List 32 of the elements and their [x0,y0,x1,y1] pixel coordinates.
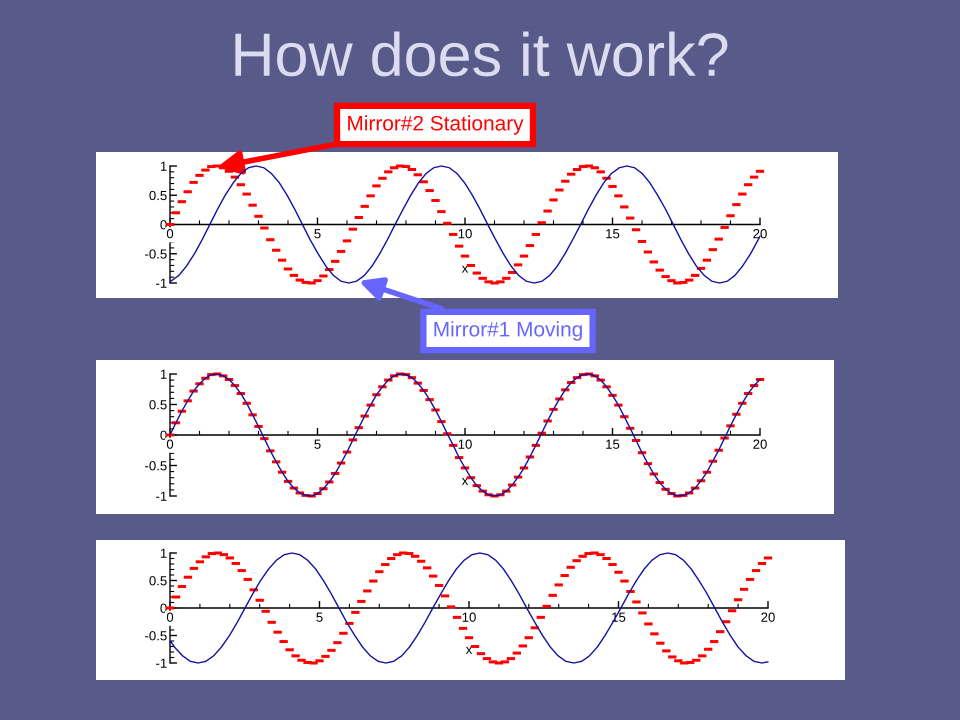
y-tick-label: 0.5 [149,400,167,410]
y-tick-label: 0.5 [149,576,167,586]
chart-title: How does it work? [235,32,728,76]
x-tick-label: 20 [753,229,767,238]
y-tick-label: 1 [160,548,167,558]
y-tick-label: -1 [156,492,167,501]
y-tick-label: -0.5 [145,249,167,259]
x-tick-label: 5 [314,440,321,449]
y-tick-label: 1 [160,370,167,379]
annotation: Mirror#1 Moving [434,321,582,341]
annotation: Mirror#2 Stationary [348,115,524,135]
x-tick-label: 10 [458,440,472,449]
y-tick-label: -0.5 [145,631,167,640]
y-tick-label: -0.5 [145,461,167,470]
x-tick-label: 20 [761,612,775,622]
x-axis-title: x [466,646,472,654]
y-tick-label: -1 [156,278,167,288]
x-tick-label: 15 [606,229,620,238]
x-tick-label: 5 [314,229,321,238]
x-axis-title: x [462,478,468,485]
y-tick-label: -1 [156,658,167,668]
x-tick-label: 0 [166,229,174,238]
y-tick-label: 1 [160,162,167,171]
x-tick-label: 0 [166,612,174,622]
x-axis-title: x [462,266,468,273]
x-tick-label: 0 [166,440,174,449]
x-tick-label: 20 [753,440,767,449]
x-tick-label: 5 [316,612,323,622]
x-tick-label: 10 [462,612,476,622]
x-tick-label: 10 [458,229,472,238]
x-tick-label: 15 [606,440,620,449]
y-tick-label: 0.5 [149,190,167,200]
